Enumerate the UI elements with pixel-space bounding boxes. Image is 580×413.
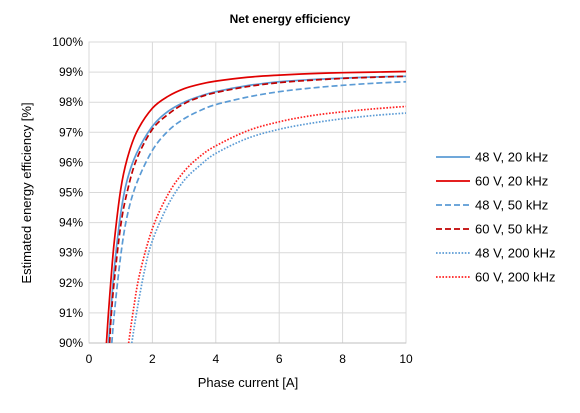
series-line-3 — [110, 80, 406, 343]
y-tick-label: 100% — [52, 35, 83, 49]
series-lines — [105, 70, 406, 343]
x-tick-label: 4 — [212, 352, 219, 366]
x-tick-label: 8 — [339, 352, 346, 366]
y-tick-label: 96% — [59, 155, 83, 169]
series-line-4 — [108, 75, 406, 343]
legend: 48 V, 20 kHz 60 V, 20 kHz 48 V, 50 kHz 60 V… — [436, 150, 555, 285]
x-tick-label: 10 — [399, 352, 413, 366]
x-tick-label: 0 — [86, 352, 93, 366]
series-line-5 — [130, 112, 406, 343]
y-tick-label: 92% — [59, 276, 83, 290]
y-tick-label: 98% — [59, 95, 83, 109]
legend-label: 60 V, 20 kHz — [475, 174, 548, 189]
axes: 90% 91% 92% 93% 94% 95% 96% 97% 98% 99% 100% 0 2 4 6 8 1… — [52, 35, 413, 366]
y-axis-label: Estimated energy efficiency [%] — [19, 102, 34, 283]
legend-label: 60 V, 200 kHz — [475, 270, 555, 285]
legend-label: 48 V, 20 kHz — [475, 150, 548, 165]
legend-label: 48 V, 200 kHz — [475, 246, 555, 261]
series-line-2 — [105, 70, 406, 343]
x-tick-label: 2 — [149, 352, 156, 366]
x-axis-label: Phase current [A] — [198, 375, 298, 390]
series-line-6 — [127, 105, 406, 343]
y-tick-label: 99% — [59, 65, 83, 79]
y-tick-label: 91% — [59, 306, 83, 320]
x-tick-label: 6 — [276, 352, 283, 366]
y-tick-label: 95% — [59, 186, 83, 200]
y-tick-label: 90% — [59, 336, 83, 350]
y-tick-label: 93% — [59, 246, 83, 260]
chart-title: Net energy efficiency — [230, 12, 351, 26]
y-tick-label: 97% — [59, 125, 83, 139]
legend-label: 60 V, 50 kHz — [475, 222, 548, 237]
legend-label: 48 V, 50 kHz — [475, 198, 548, 213]
y-tick-label: 94% — [59, 216, 83, 230]
